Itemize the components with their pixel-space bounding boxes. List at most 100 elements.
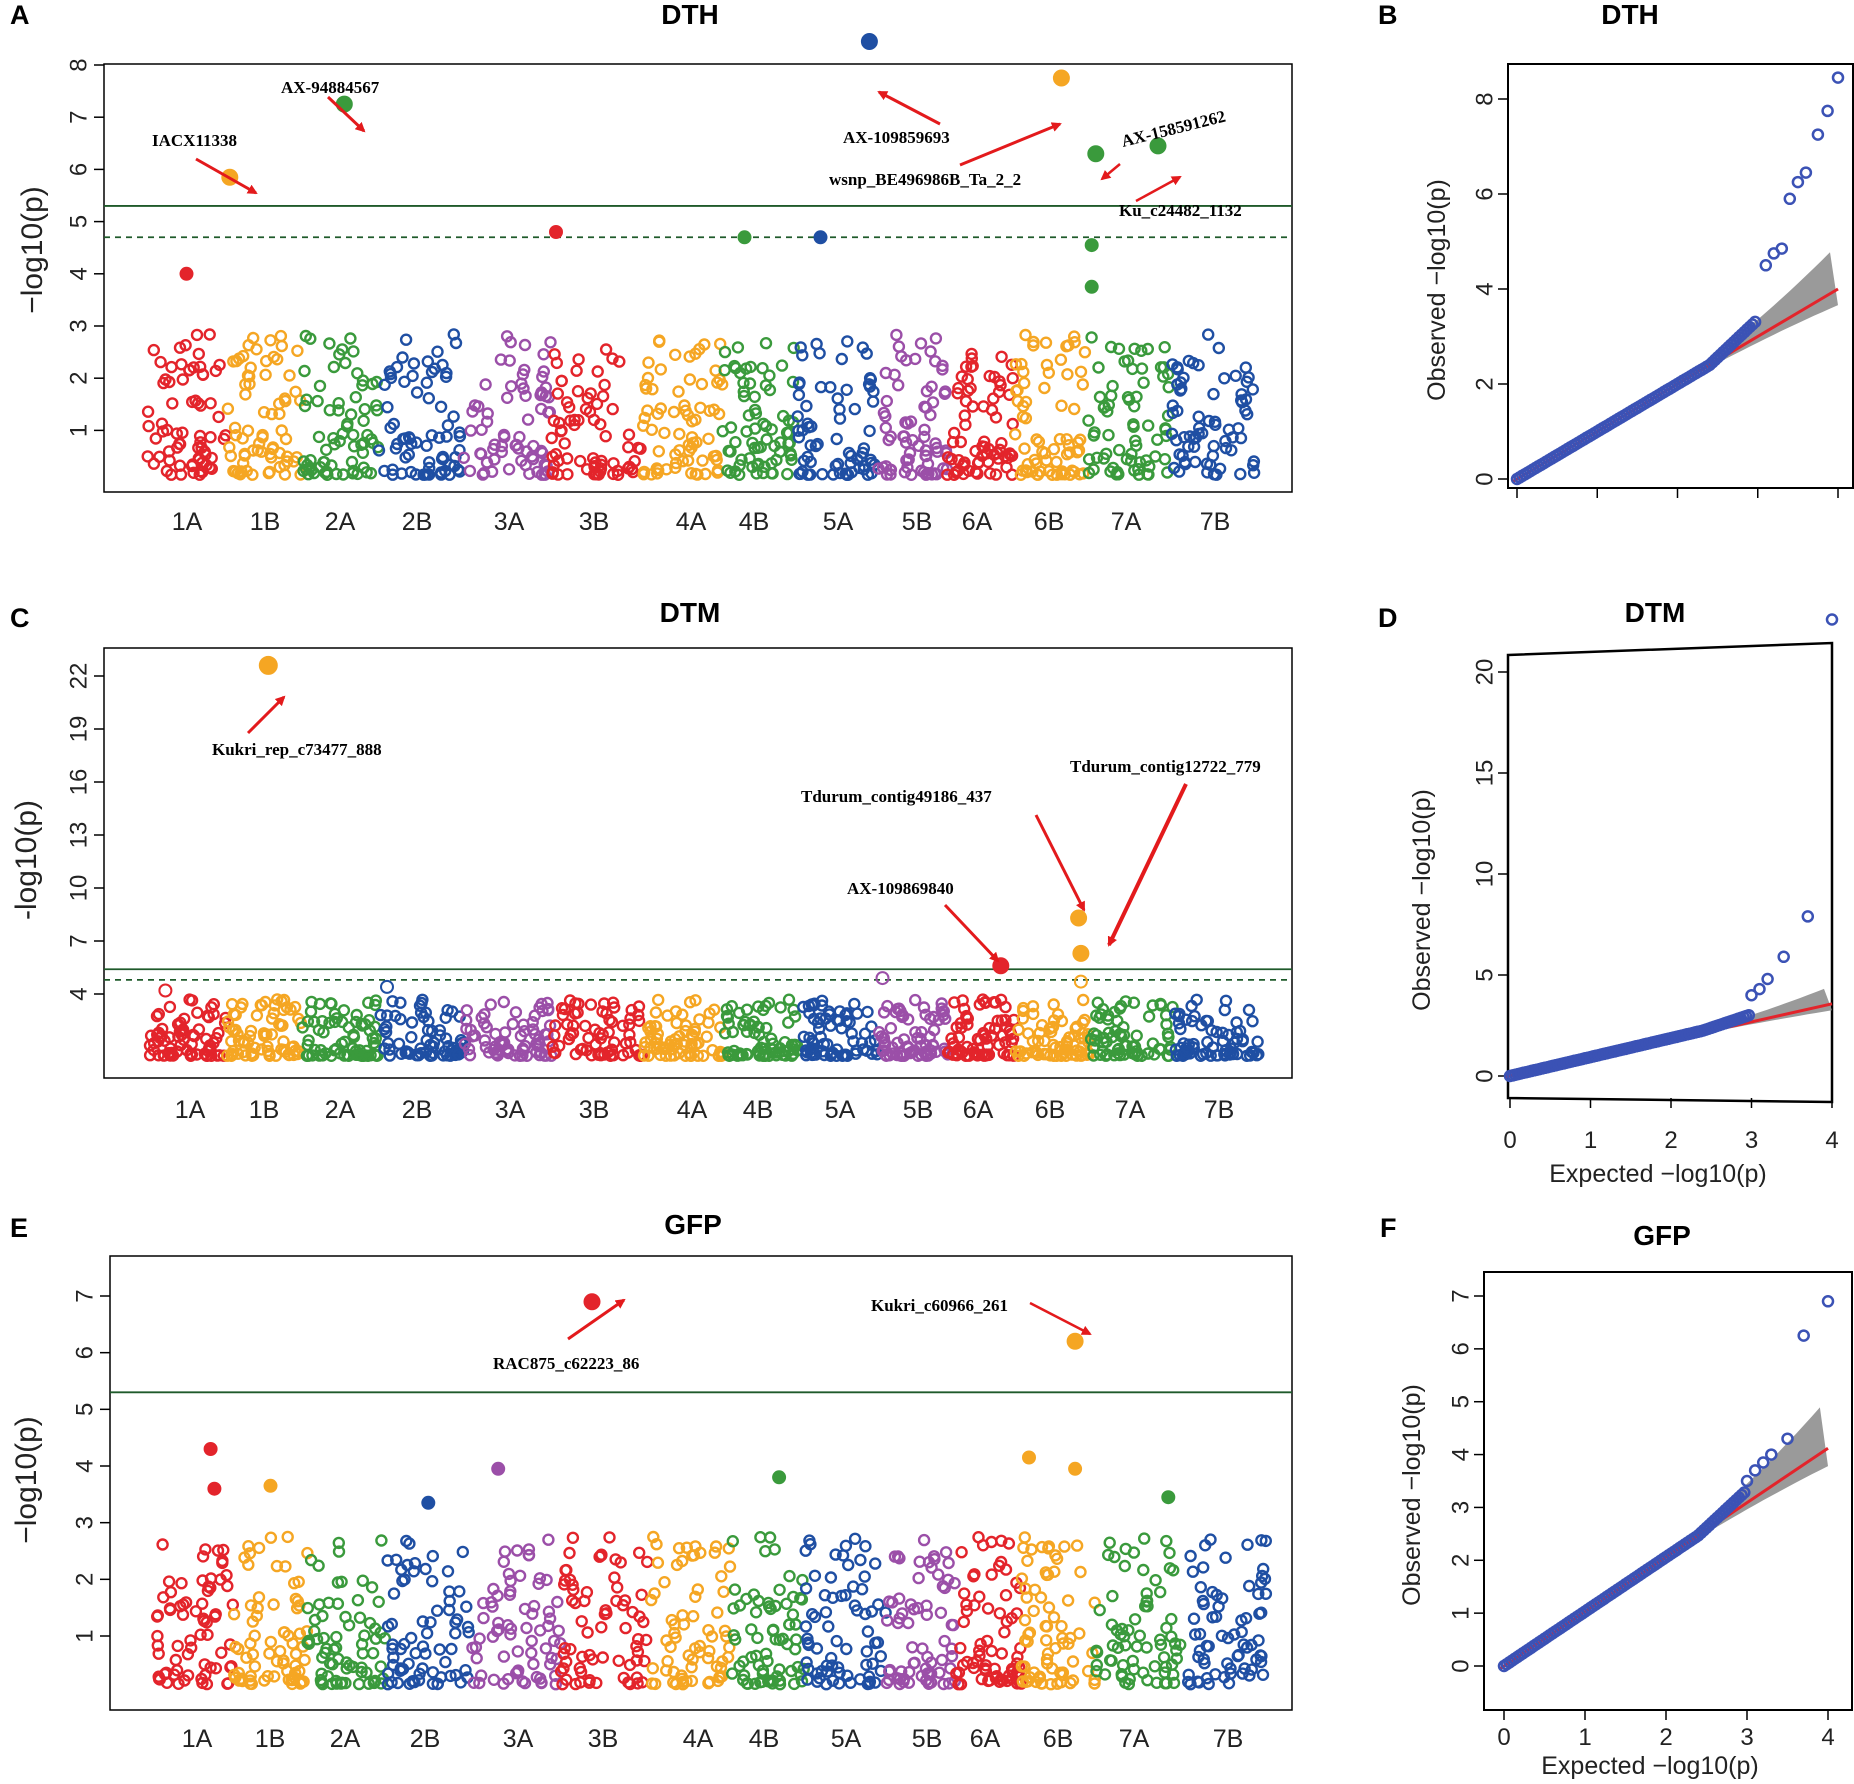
marker-2a (349, 391, 362, 404)
marker-2b (420, 1034, 433, 1047)
marker-5b (886, 1596, 899, 1609)
marker-4b (743, 377, 757, 390)
secondary-point-2 (158, 983, 173, 998)
marker-5b (939, 385, 952, 398)
marker-5a (823, 1008, 836, 1021)
marker-7b (1195, 1018, 1208, 1032)
marker-6a (941, 451, 955, 464)
marker-5a (792, 424, 805, 437)
marker-1a (213, 358, 226, 372)
marker-4b (789, 1618, 802, 1631)
marker-3b (622, 441, 635, 454)
marker-7a (1112, 443, 1126, 457)
marker-3b (554, 1665, 568, 1678)
marker-6b (1074, 1565, 1087, 1579)
marker-5a (850, 1604, 864, 1617)
marker-4a (721, 1650, 735, 1664)
secondary-point-1 (1073, 974, 1088, 989)
marker-5a (845, 1027, 858, 1040)
marker-6a (959, 360, 973, 373)
marker-4b (740, 1592, 753, 1606)
marker-2b (441, 1004, 454, 1017)
marker-6a (954, 435, 967, 449)
x-axis-label-f: Expected −log10(p) (1541, 1752, 1759, 1780)
marker-6b (1018, 442, 1031, 455)
marker-3a (511, 1645, 524, 1658)
qq-tail-point-b-4 (1791, 175, 1805, 189)
marker-6b (1017, 365, 1030, 379)
marker-1a (184, 1049, 198, 1063)
marker-3a (478, 1034, 491, 1047)
marker-7b (1205, 1024, 1218, 1037)
marker-5a (811, 437, 824, 451)
marker-3a (552, 1624, 565, 1638)
marker-7a (1129, 439, 1143, 452)
marker-7b (1247, 1046, 1260, 1060)
marker-7a (1104, 389, 1118, 402)
marker-1a (149, 432, 163, 445)
marker-1a (157, 1049, 171, 1062)
marker-3a (480, 415, 494, 428)
marker-2a (312, 430, 326, 444)
marker-3b (608, 1571, 621, 1584)
marker-3b (587, 452, 600, 465)
marker-3a (518, 338, 532, 352)
marker-7b (1219, 441, 1233, 455)
marker-7a (1137, 1563, 1150, 1577)
qq-tail-point-d-1 (1753, 982, 1766, 996)
marker-7a (1160, 1621, 1173, 1635)
marker-2b (387, 417, 400, 431)
marker-7a (1106, 461, 1120, 475)
marker-1a (167, 1668, 181, 1681)
marker-4b (733, 1047, 746, 1060)
marker-4b (751, 1631, 764, 1645)
marker-2a (346, 1660, 360, 1674)
marker-6a (982, 442, 995, 456)
marker-4b (728, 1583, 742, 1596)
marker-3a (468, 1029, 481, 1042)
marker-1b (240, 1651, 253, 1664)
marker-7a (1106, 1639, 1120, 1652)
marker-6b (1021, 1027, 1035, 1040)
marker-7b (1170, 1049, 1183, 1063)
marker-5a (866, 395, 880, 408)
marker-3b (632, 1000, 646, 1013)
marker-3a (502, 1567, 516, 1581)
marker-4a (684, 1049, 697, 1062)
marker-4b (773, 1046, 786, 1059)
marker-5a (831, 392, 844, 405)
chromosome-label-1b: 1B (250, 508, 281, 536)
marker-5b (884, 1021, 898, 1035)
marker-7b (1177, 431, 1191, 444)
marker-3a (526, 1023, 540, 1036)
marker-1b (234, 1001, 248, 1014)
marker-1b (265, 407, 278, 421)
marker-5a (804, 455, 817, 469)
marker-2a (322, 1596, 335, 1610)
marker-2a (304, 332, 317, 345)
marker-2b (422, 392, 435, 405)
marker-1b (279, 394, 292, 408)
marker-5b (877, 1006, 891, 1019)
marker-3a (497, 1677, 510, 1690)
qq-tail-point-b-7 (1821, 104, 1834, 118)
marker-2a (372, 1595, 385, 1609)
marker-4a (651, 407, 664, 420)
marker-6a (948, 426, 961, 440)
marker-2b (441, 1565, 455, 1578)
marker-2a (339, 356, 352, 370)
marker-7b (1206, 1585, 1219, 1599)
marker-3b (558, 1641, 571, 1655)
marker-1a (204, 1572, 218, 1585)
marker-7b (1168, 1007, 1182, 1020)
chromosome-label-3a: 3A (494, 508, 525, 536)
chromosome-label-1a: 1A (182, 1725, 213, 1753)
marker-7b (1218, 372, 1231, 385)
marker-6a (960, 1598, 973, 1611)
marker-3b (574, 1665, 588, 1679)
marker-3b (624, 1677, 637, 1691)
marker-6b (1053, 1666, 1067, 1680)
marker-4b (773, 445, 787, 458)
